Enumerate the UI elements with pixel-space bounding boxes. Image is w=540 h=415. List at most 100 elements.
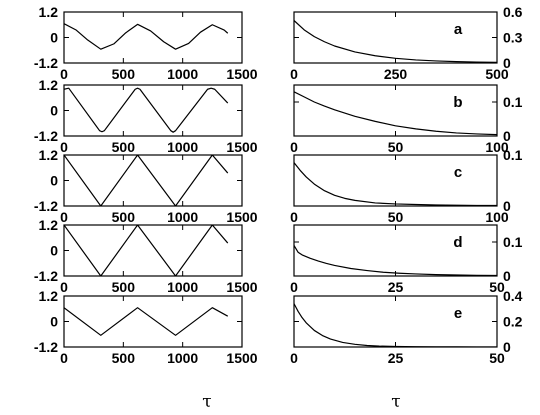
x-tick-label: 0: [60, 139, 68, 155]
x-tick-label: 1500: [226, 209, 257, 225]
panel-letter: d: [453, 234, 462, 251]
x-tick-label: 0: [290, 139, 298, 155]
y-tick-label: -1.2: [34, 55, 58, 71]
panel-letter: c: [454, 164, 462, 181]
x-tick-label: 500: [112, 209, 136, 225]
y-tick-label: 0.1: [503, 234, 523, 250]
series-line-0: [294, 91, 497, 136]
series-line-0: [64, 155, 229, 206]
x-tick-label: 25: [388, 350, 404, 366]
y-tick-label: 0: [503, 339, 511, 355]
x-tick-label: 250: [384, 66, 408, 82]
x-tick-label: 1000: [167, 279, 198, 295]
x-tick-label: 500: [485, 66, 509, 82]
y-tick-label: 0.1: [503, 147, 523, 163]
x-tick-label: 1500: [226, 139, 257, 155]
y-tick-label: 0: [503, 128, 511, 144]
x-tick-label: 25: [388, 279, 404, 295]
panel-letter: e: [454, 305, 462, 322]
panel-frame: [63, 84, 243, 137]
panel-frame: [63, 154, 243, 207]
x-tick-label: 1000: [167, 209, 198, 225]
x-tick-label: 0: [290, 279, 298, 295]
x-tick-label: 0: [60, 279, 68, 295]
series-line-0: [64, 307, 229, 336]
y-tick-label: 0: [503, 55, 511, 71]
y-tick-label: -1.2: [34, 339, 58, 355]
x-tick-label: 0: [290, 209, 298, 225]
y-tick-label: 0: [50, 103, 58, 119]
x-axis-title-left: τ: [202, 392, 211, 412]
y-tick-label: 1.2: [39, 4, 59, 20]
x-tick-label: 50: [388, 139, 404, 155]
series-line-0: [294, 20, 497, 63]
y-tick-label: -1.2: [34, 198, 58, 214]
panel-right-a: 0 250 500 0.6 0.3 0 a: [290, 4, 523, 82]
y-tick-label: -1.2: [34, 128, 58, 144]
panel-frame: [293, 84, 498, 137]
y-tick-label: 0.1: [503, 94, 523, 110]
series-line-0: [294, 245, 497, 276]
x-tick-label: 1500: [226, 279, 257, 295]
panel-right-c: 0 50 100 0.1 0 c: [290, 147, 523, 225]
panel-frame: [293, 154, 498, 207]
panel-right-b: 0 50 100 0.1 0 b: [290, 84, 523, 155]
y-tick-label: 1.2: [39, 217, 59, 233]
x-tick-label: 1500: [226, 350, 257, 366]
y-tick-label: 0.2: [503, 314, 523, 330]
x-tick-label: 0: [290, 350, 298, 366]
panel-frame: [63, 11, 243, 64]
y-tick-label: 1.2: [39, 288, 59, 304]
series-line-0: [64, 23, 229, 50]
x-tick-label: 0: [290, 66, 298, 82]
x-tick-label: 0: [60, 350, 68, 366]
x-tick-label: 0: [60, 209, 68, 225]
y-tick-label: 0: [503, 198, 511, 214]
panel-right-d: 0 25 50 0.1 0 d: [290, 224, 523, 295]
x-tick-label: 500: [112, 66, 136, 82]
panel-frame: [293, 295, 498, 348]
series-line-0: [294, 303, 497, 347]
y-tick-label: 0: [50, 173, 58, 189]
series-line-0: [64, 87, 229, 133]
y-tick-label: 0.3: [503, 30, 523, 46]
x-tick-label: 500: [112, 350, 136, 366]
panel-frame: [63, 295, 243, 348]
x-tick-label: 1000: [167, 66, 198, 82]
x-tick-label: 1500: [226, 66, 257, 82]
panel-letter: a: [454, 21, 463, 38]
x-tick-label: 50: [388, 209, 404, 225]
y-tick-label: 0.4: [503, 288, 523, 304]
y-tick-label: 0: [503, 268, 511, 284]
panel-right-e: 0 25 50 0.4 0.2 0 e: [290, 288, 523, 366]
series-line-0: [64, 225, 229, 276]
panel-letter: b: [453, 94, 462, 111]
panel-frame: [293, 224, 498, 277]
x-tick-label: 100: [485, 139, 509, 155]
x-tick-label: 1000: [167, 139, 198, 155]
x-tick-label: 500: [112, 139, 136, 155]
y-tick-label: 0: [50, 30, 58, 46]
y-tick-label: 0.6: [503, 4, 523, 20]
panel-frame: [63, 224, 243, 277]
series-line-0: [294, 162, 497, 206]
y-tick-label: 1.2: [39, 147, 59, 163]
y-tick-label: -1.2: [34, 268, 58, 284]
x-tick-label: 1000: [167, 350, 198, 366]
x-axis-title-right: τ: [391, 392, 400, 412]
panel-frame: [293, 11, 498, 64]
x-tick-label: 50: [489, 350, 505, 366]
y-tick-label: 0: [50, 243, 58, 259]
x-tick-label: 500: [112, 279, 136, 295]
y-tick-label: 1.2: [39, 77, 59, 93]
y-tick-label: 0: [50, 314, 58, 330]
x-tick-label: 100: [485, 209, 509, 225]
x-tick-label: 50: [489, 279, 505, 295]
